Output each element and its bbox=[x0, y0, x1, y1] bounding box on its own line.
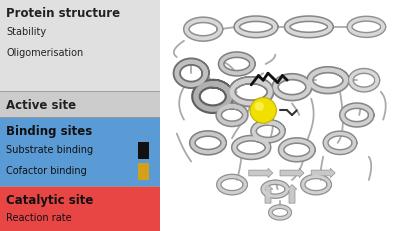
Text: Cofactor binding: Cofactor binding bbox=[6, 165, 87, 175]
Text: Reaction rate: Reaction rate bbox=[6, 213, 72, 222]
Bar bbox=[0, 118, 160, 186]
Text: Oligomerisation: Oligomerisation bbox=[6, 47, 84, 57]
Circle shape bbox=[250, 98, 276, 124]
FancyArrow shape bbox=[249, 169, 273, 178]
Bar bbox=[138, 143, 149, 159]
Text: Stability: Stability bbox=[6, 27, 46, 36]
Text: Substrate binding: Substrate binding bbox=[6, 144, 94, 154]
Bar bbox=[0, 186, 160, 231]
Text: Protein structure: Protein structure bbox=[6, 7, 120, 20]
FancyArrow shape bbox=[280, 169, 304, 178]
Bar bbox=[0, 0, 160, 91]
FancyArrow shape bbox=[311, 169, 335, 178]
FancyArrow shape bbox=[263, 185, 273, 203]
Bar bbox=[138, 163, 149, 180]
FancyArrow shape bbox=[287, 185, 297, 203]
Text: Binding sites: Binding sites bbox=[6, 125, 93, 138]
Circle shape bbox=[255, 102, 264, 111]
Text: Catalytic site: Catalytic site bbox=[6, 193, 94, 206]
Bar bbox=[0, 91, 160, 118]
Text: Active site: Active site bbox=[6, 98, 76, 111]
